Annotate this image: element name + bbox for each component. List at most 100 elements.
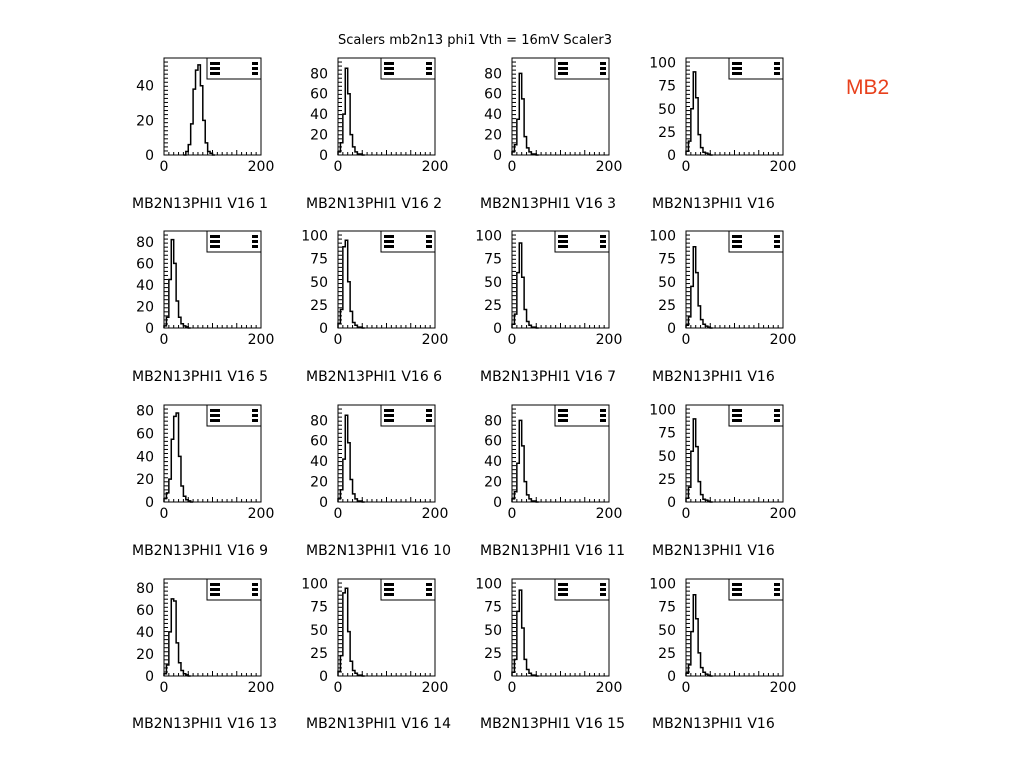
stats-entry-value	[426, 245, 432, 248]
stats-entry-label	[558, 593, 568, 596]
stats-entry-label	[384, 593, 394, 596]
stats-entry-label	[732, 583, 742, 586]
stats-entry-label	[732, 409, 742, 412]
stats-entry-label	[384, 72, 394, 75]
y-tick-label: 40	[484, 454, 502, 470]
stats-entry-value	[774, 588, 780, 591]
y-tick-label: 0	[145, 148, 154, 164]
stats-entry-value	[252, 245, 258, 248]
y-tick-label: 40	[136, 449, 154, 465]
y-tick-label: 0	[145, 495, 154, 511]
y-tick-label: 0	[145, 321, 154, 337]
y-tick-label: 75	[310, 252, 328, 268]
stats-box	[380, 578, 436, 601]
stats-entry-label	[558, 245, 568, 248]
stats-entry-label	[210, 414, 220, 417]
stats-entry-value	[426, 72, 432, 75]
y-tick-label: 0	[319, 669, 328, 685]
stats-entry-value	[600, 593, 606, 596]
stats-entry-label	[732, 235, 742, 238]
y-tick-label: 50	[484, 623, 502, 639]
x-tick-label: 0	[160, 332, 169, 348]
x-tick-label: 0	[508, 506, 517, 522]
x-tick-label: 200	[596, 159, 623, 175]
y-tick-label: 75	[658, 252, 676, 268]
y-tick-label: 20	[136, 299, 154, 315]
stats-entry-value	[774, 72, 780, 75]
y-tick-label: 40	[310, 107, 328, 123]
y-tick-label: 0	[493, 495, 502, 511]
histogram-caption: MB2N13PHI1 V16 9	[132, 543, 268, 559]
stats-box	[728, 404, 784, 427]
histogram-series	[337, 587, 365, 677]
x-tick-label: 0	[160, 680, 169, 696]
stats-entry-value	[426, 67, 432, 70]
stats-entry-value	[252, 583, 258, 586]
histogram-caption: MB2N13PHI1 V16 7	[480, 369, 616, 385]
stats-entry-value	[600, 67, 606, 70]
histogram-caption: MB2N13PHI1 V16 13	[132, 716, 277, 732]
stats-entry-value	[426, 593, 432, 596]
x-tick-label: 0	[160, 506, 169, 522]
x-tick-label: 0	[682, 680, 691, 696]
histogram-caption: MB2N13PHI1 V16 5	[132, 369, 268, 385]
x-tick-label: 0	[682, 159, 691, 175]
x-tick-label: 200	[596, 680, 623, 696]
x-tick-label: 200	[248, 159, 275, 175]
stats-entry-value	[252, 414, 258, 417]
y-tick-label: 80	[136, 235, 154, 251]
y-tick-label: 0	[319, 148, 328, 164]
y-tick-label: 80	[484, 413, 502, 429]
y-tick-label: 25	[310, 646, 328, 662]
histogram-series	[685, 418, 713, 503]
stats-entry-value	[774, 235, 780, 238]
y-tick-label: 100	[649, 577, 676, 593]
stats-entry-label	[558, 67, 568, 70]
y-tick-label: 75	[310, 600, 328, 616]
stats-entry-value	[600, 588, 606, 591]
y-tick-label: 100	[301, 577, 328, 593]
stats-entry-label	[558, 72, 568, 75]
y-tick-label: 60	[136, 603, 154, 619]
y-tick-label: 20	[484, 475, 502, 491]
y-tick-label: 50	[658, 623, 676, 639]
y-tick-label: 0	[493, 669, 502, 685]
y-tick-label: 50	[658, 275, 676, 291]
stats-entry-label	[732, 67, 742, 70]
y-tick-label: 25	[658, 298, 676, 314]
x-tick-label: 0	[508, 680, 517, 696]
y-tick-label: 0	[667, 321, 676, 337]
x-tick-label: 0	[508, 332, 517, 348]
y-tick-label: 60	[136, 427, 154, 443]
stats-entry-value	[600, 409, 606, 412]
y-tick-label: 0	[493, 321, 502, 337]
y-tick-label: 75	[658, 426, 676, 442]
histogram-series	[511, 242, 539, 329]
stats-entry-value	[774, 414, 780, 417]
stats-entry-label	[384, 245, 394, 248]
stats-box	[554, 578, 610, 601]
y-tick-label: 40	[484, 107, 502, 123]
y-tick-label: 100	[649, 403, 676, 419]
y-tick-label: 60	[310, 87, 328, 103]
stats-entry-label	[384, 235, 394, 238]
x-tick-label: 200	[422, 332, 449, 348]
stats-box	[380, 57, 436, 80]
detector-label: MB2	[846, 76, 890, 99]
histogram-series	[685, 71, 713, 156]
histogram-series	[685, 245, 713, 329]
stats-entry-value	[600, 240, 606, 243]
y-tick-label: 50	[658, 449, 676, 465]
stats-entry-label	[558, 235, 568, 238]
histogram-caption: MB2N13PHI1 V16 15	[480, 716, 625, 732]
y-tick-label: 25	[484, 646, 502, 662]
y-tick-label: 25	[658, 472, 676, 488]
histogram-series	[163, 598, 191, 677]
stats-entry-value	[774, 409, 780, 412]
stats-box	[380, 230, 436, 253]
y-tick-label: 0	[667, 148, 676, 164]
y-tick-label: 40	[136, 278, 154, 294]
stats-entry-value	[426, 409, 432, 412]
y-tick-label: 20	[310, 128, 328, 144]
